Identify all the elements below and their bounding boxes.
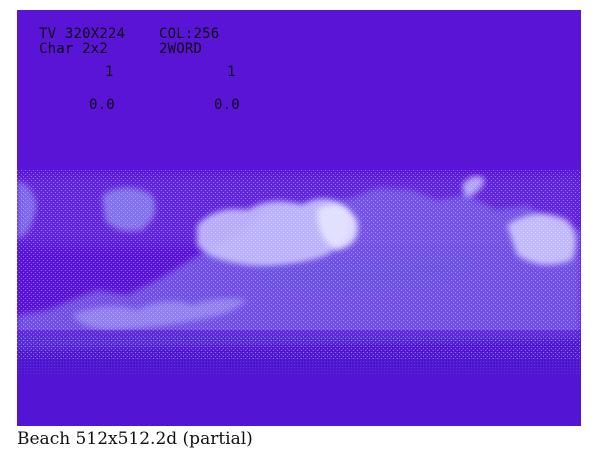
dithered-wave-image bbox=[17, 170, 581, 426]
osd-left-value: 0.0 bbox=[89, 97, 115, 113]
image-caption: Beach 512x512.2d (partial) bbox=[17, 429, 253, 449]
osd-char-mode: Char 2x2 bbox=[39, 41, 109, 57]
osd-right-counter: 1 bbox=[227, 64, 236, 80]
osd-right-value: 0.0 bbox=[214, 97, 240, 113]
tv-screen: TV 320X224 COL:256 Char 2x2 2WORD 1 1 0.… bbox=[17, 10, 581, 426]
osd-color-mode: COL:256 bbox=[159, 26, 220, 42]
osd-left-counter: 1 bbox=[105, 64, 114, 80]
osd-tv-mode: TV 320X224 bbox=[39, 26, 126, 42]
osd-word-mode: 2WORD bbox=[159, 41, 203, 57]
